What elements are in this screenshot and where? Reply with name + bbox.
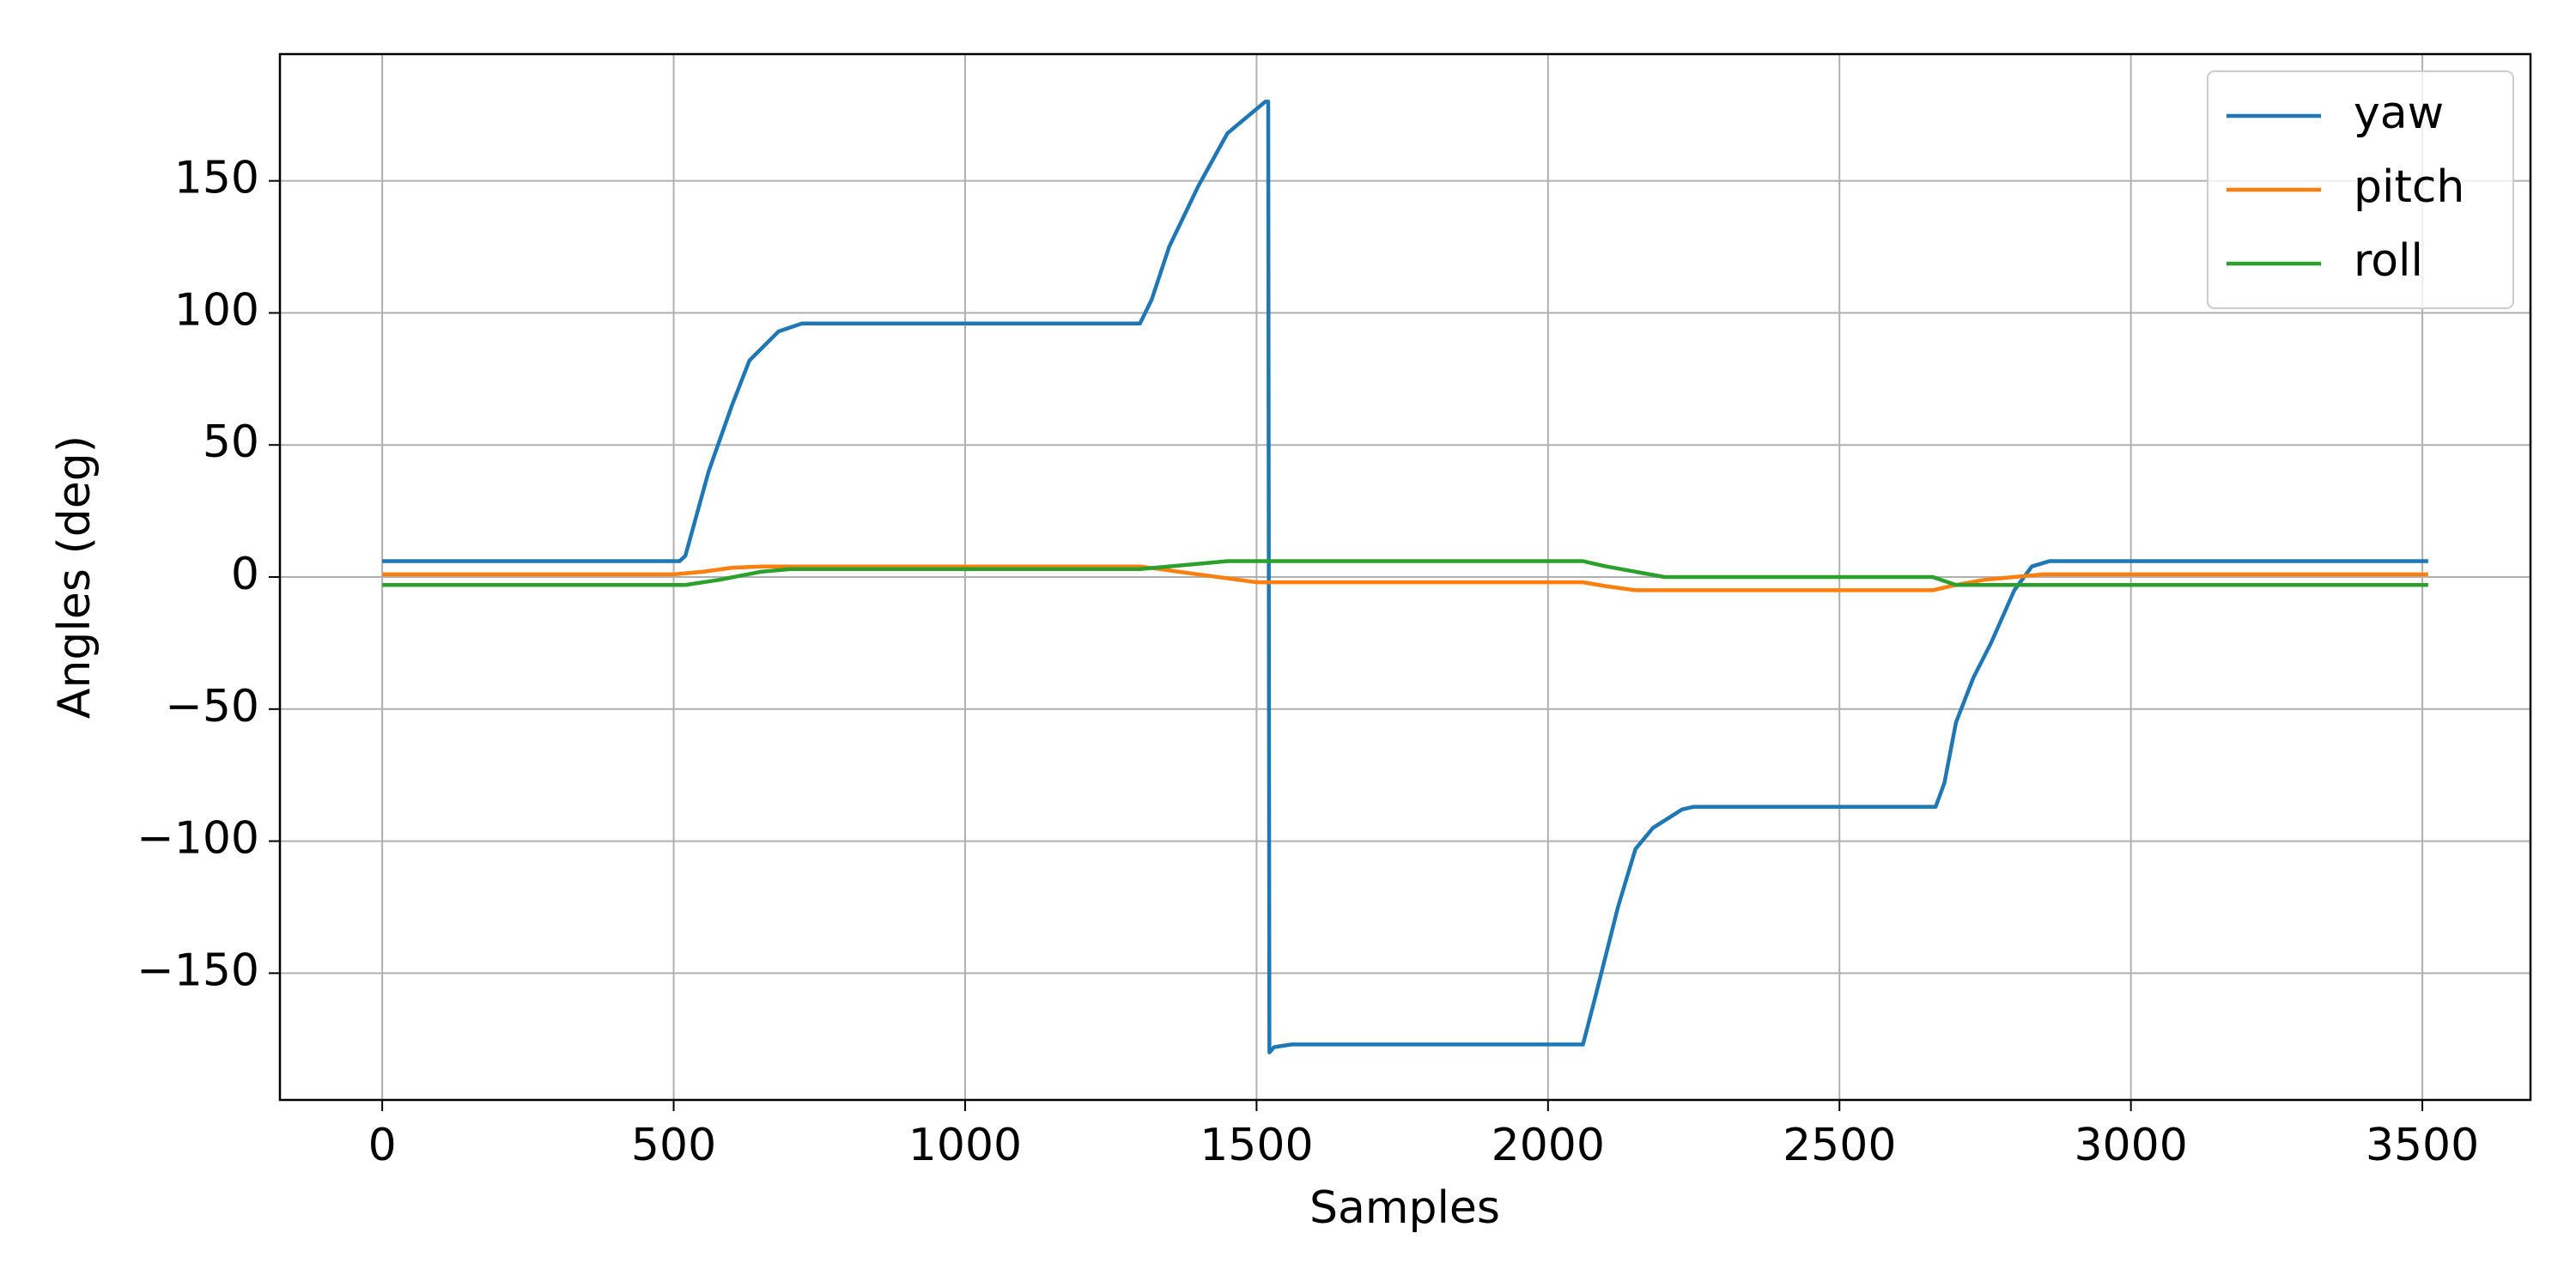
x-tick-label: 0 bbox=[368, 1120, 397, 1171]
x-tick-label: 3500 bbox=[2366, 1120, 2479, 1171]
legend-label: yaw bbox=[2354, 88, 2444, 139]
y-tick-label: −100 bbox=[137, 813, 259, 865]
x-tick-label: 2500 bbox=[1783, 1120, 1896, 1171]
x-axis-label: Samples bbox=[1309, 1182, 1500, 1234]
line-series bbox=[382, 100, 2428, 1054]
legend-label: pitch bbox=[2354, 161, 2464, 213]
x-tick-label: 1000 bbox=[908, 1120, 1022, 1171]
y-tick-label: 50 bbox=[203, 416, 259, 468]
x-tick-label: 500 bbox=[631, 1120, 716, 1171]
x-tick-label: 2000 bbox=[1492, 1120, 1605, 1171]
line-series bbox=[382, 559, 2428, 587]
y-tick-label: 0 bbox=[231, 549, 259, 600]
y-tick-label: 150 bbox=[174, 153, 259, 204]
x-tick-label: 1500 bbox=[1200, 1120, 1313, 1171]
y-axis-label: Angles (deg) bbox=[49, 435, 100, 719]
plot-frame bbox=[278, 52, 2532, 1102]
y-tick-label: −150 bbox=[137, 945, 259, 996]
legend-label: roll bbox=[2354, 235, 2423, 287]
legend: yaw pitch roll bbox=[2207, 70, 2514, 309]
x-tick-label: 3000 bbox=[2074, 1120, 2187, 1171]
legend-box bbox=[2207, 70, 2514, 309]
line-series bbox=[382, 564, 2428, 592]
y-tick-label: 100 bbox=[174, 284, 259, 336]
y-tick-label: −50 bbox=[165, 681, 259, 732]
